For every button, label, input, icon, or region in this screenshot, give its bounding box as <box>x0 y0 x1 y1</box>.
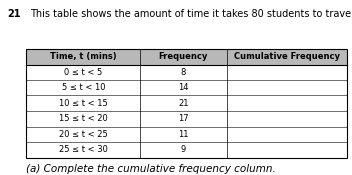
Text: Frequency: Frequency <box>159 52 208 61</box>
Bar <box>26 49 347 65</box>
Text: This table shows the amount of time it takes 80 students to travel to school:: This table shows the amount of time it t… <box>30 9 352 19</box>
Text: 20 ≤ t < 25: 20 ≤ t < 25 <box>59 130 108 139</box>
Text: 21: 21 <box>8 9 21 19</box>
Bar <box>26 49 347 158</box>
Text: 14: 14 <box>178 83 189 92</box>
Text: 11: 11 <box>178 130 189 139</box>
Text: 10 ≤ t < 15: 10 ≤ t < 15 <box>59 99 108 108</box>
Text: 8: 8 <box>181 68 186 77</box>
Text: Cumulative Frequency: Cumulative Frequency <box>234 52 340 61</box>
Text: 5 ≤ t < 10: 5 ≤ t < 10 <box>62 83 105 92</box>
Text: 21: 21 <box>178 99 189 108</box>
Text: 0 ≤ t < 5: 0 ≤ t < 5 <box>64 68 102 77</box>
Text: 17: 17 <box>178 114 189 123</box>
Text: 9: 9 <box>181 145 186 154</box>
Text: (a) Complete the cumulative frequency column.: (a) Complete the cumulative frequency co… <box>26 164 276 174</box>
Text: Time, t (mins): Time, t (mins) <box>50 52 117 61</box>
Text: 15 ≤ t < 20: 15 ≤ t < 20 <box>59 114 108 123</box>
Text: 25 ≤ t < 30: 25 ≤ t < 30 <box>59 145 108 154</box>
